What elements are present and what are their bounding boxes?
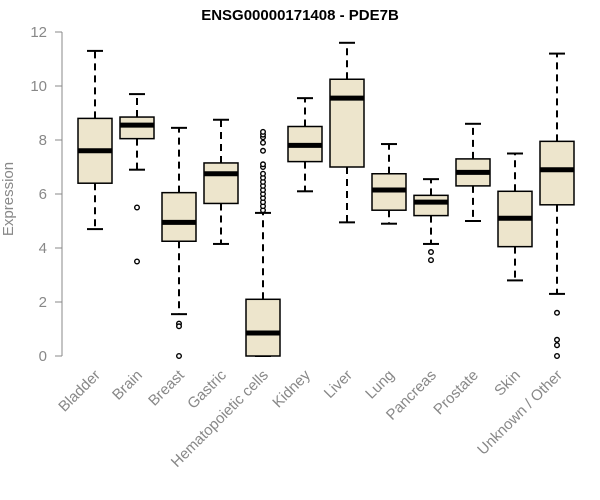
outlier-point: [260, 147, 267, 154]
y-tick-label: 4: [39, 240, 47, 257]
boxes: [77, 41, 575, 360]
y-tick-label: 6: [39, 186, 47, 203]
x-tick-label: Lung: [362, 367, 398, 403]
outlier-point: [554, 336, 561, 343]
box-group: [497, 152, 533, 282]
outlier-point: [133, 204, 140, 211]
y-tick-label: 12: [30, 24, 47, 41]
x-tick-label: Breast: [145, 366, 188, 409]
outlier-point: [260, 128, 267, 135]
box-group: [539, 52, 575, 360]
outlier-point: [428, 249, 435, 256]
box: [161, 191, 197, 242]
outlier-point: [554, 353, 561, 360]
x-tick-label: Brain: [109, 367, 146, 404]
box-group: [371, 143, 407, 225]
box-group: [245, 128, 281, 357]
x-tick-label: Prostate: [430, 367, 482, 419]
box-group: [119, 93, 155, 265]
outlier-point: [260, 161, 267, 168]
x-tick-label: Bladder: [55, 367, 104, 416]
x-tick-label: Skin: [491, 367, 524, 400]
box: [413, 194, 449, 217]
outlier-point: [554, 309, 561, 316]
box-group: [203, 118, 239, 245]
x-tick-label: Kidney: [269, 366, 314, 411]
box: [119, 116, 155, 140]
outlier-point: [175, 323, 182, 330]
y-tick-label: 0: [39, 348, 47, 365]
outlier-point: [133, 258, 140, 265]
outlier-point: [175, 353, 182, 360]
box: [329, 78, 365, 168]
y-tick-label: 8: [39, 132, 47, 149]
y-axis-label: Expression: [0, 162, 17, 236]
y-axis: 0 2 4 6 8 10 12: [30, 24, 63, 365]
box-group: [77, 49, 113, 231]
box-group: [161, 126, 197, 360]
chart-title: ENSG00000171408 - PDE7B: [201, 7, 399, 24]
outlier-point: [554, 342, 561, 349]
box-group: [287, 97, 323, 193]
box-group: [329, 41, 365, 224]
box: [539, 140, 575, 206]
box-group: [413, 178, 449, 264]
x-tick-label: Liver: [321, 367, 356, 402]
box: [245, 298, 281, 357]
box-group: [455, 122, 491, 222]
outlier-point: [260, 139, 267, 146]
y-tick-label: 10: [30, 78, 47, 95]
y-tick-label: 2: [39, 294, 47, 311]
box: [203, 162, 239, 205]
outlier-point: [428, 257, 435, 264]
outlier-point: [260, 170, 267, 177]
